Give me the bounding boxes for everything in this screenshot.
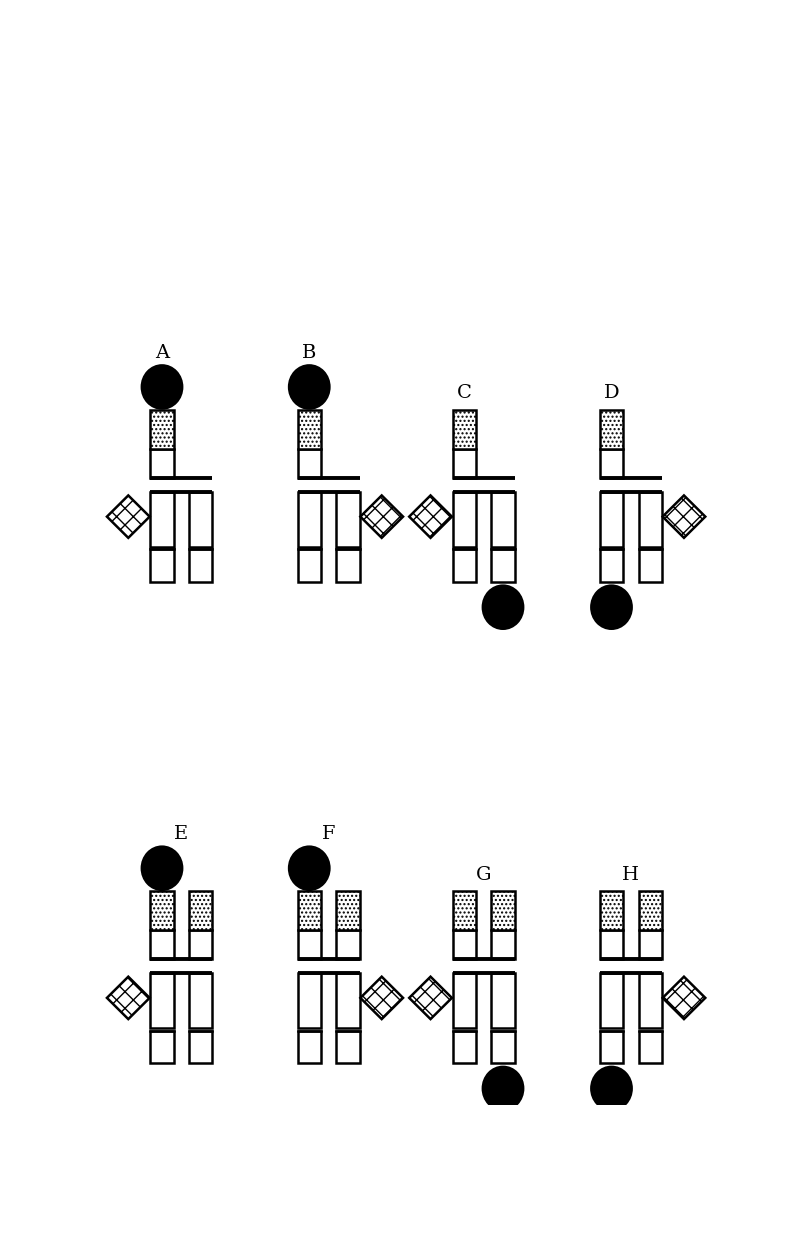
Bar	[638, 492, 662, 548]
Bar	[600, 892, 623, 930]
Bar	[189, 1031, 212, 1063]
Bar	[336, 549, 360, 581]
Bar	[453, 1031, 476, 1063]
Polygon shape	[360, 496, 403, 538]
Ellipse shape	[483, 586, 523, 628]
Bar	[150, 410, 174, 448]
Ellipse shape	[289, 365, 330, 409]
Bar	[298, 930, 321, 959]
Bar	[453, 892, 476, 930]
Bar	[638, 972, 662, 1028]
Bar	[600, 1031, 623, 1063]
Text: E: E	[174, 825, 189, 843]
Bar	[298, 892, 321, 930]
Ellipse shape	[289, 847, 330, 889]
Bar	[298, 972, 321, 1028]
Polygon shape	[409, 496, 452, 538]
Bar	[298, 410, 321, 448]
Bar	[189, 549, 212, 581]
Ellipse shape	[142, 365, 182, 409]
Bar	[491, 892, 514, 930]
Polygon shape	[662, 976, 706, 1020]
Ellipse shape	[142, 847, 182, 889]
Polygon shape	[107, 496, 150, 538]
Bar	[336, 892, 360, 930]
Bar	[453, 892, 476, 930]
Bar	[298, 892, 321, 930]
Bar	[336, 492, 360, 548]
Bar	[336, 930, 360, 959]
Polygon shape	[662, 496, 706, 538]
Ellipse shape	[483, 1067, 523, 1110]
Bar	[600, 410, 623, 448]
Bar	[491, 1031, 514, 1063]
Bar	[150, 930, 174, 959]
Text: A: A	[155, 344, 169, 361]
Bar	[298, 1031, 321, 1063]
Bar	[453, 410, 476, 448]
Bar	[491, 972, 514, 1028]
Ellipse shape	[591, 586, 632, 628]
Bar	[189, 930, 212, 959]
Bar	[491, 930, 514, 959]
Bar	[336, 1031, 360, 1063]
Bar	[189, 892, 212, 930]
Bar	[150, 448, 174, 478]
Bar	[453, 448, 476, 478]
Bar	[150, 892, 174, 930]
Bar	[453, 930, 476, 959]
Bar	[491, 549, 514, 581]
Text: G: G	[476, 866, 491, 883]
Bar	[150, 492, 174, 548]
Bar	[638, 892, 662, 930]
Bar	[150, 972, 174, 1028]
Bar	[189, 972, 212, 1028]
Bar	[298, 448, 321, 478]
Bar	[453, 549, 476, 581]
Bar	[298, 549, 321, 581]
Bar	[150, 410, 174, 448]
Bar	[491, 492, 514, 548]
Text: B: B	[302, 344, 317, 361]
Bar	[600, 549, 623, 581]
Bar	[298, 492, 321, 548]
Bar	[453, 972, 476, 1028]
Text: D: D	[604, 384, 619, 402]
Bar	[600, 930, 623, 959]
Bar	[298, 410, 321, 448]
Polygon shape	[360, 976, 403, 1020]
Bar	[336, 892, 360, 930]
Bar	[189, 492, 212, 548]
Bar	[150, 892, 174, 930]
Ellipse shape	[591, 1067, 632, 1110]
Bar	[638, 549, 662, 581]
Polygon shape	[107, 976, 150, 1020]
Bar	[150, 1031, 174, 1063]
Bar	[189, 892, 212, 930]
Bar	[336, 972, 360, 1028]
Bar	[600, 448, 623, 478]
Bar	[600, 972, 623, 1028]
Bar	[453, 410, 476, 448]
Bar	[600, 892, 623, 930]
Bar	[453, 492, 476, 548]
Text: H: H	[622, 866, 639, 883]
Polygon shape	[409, 976, 452, 1020]
Text: F: F	[322, 825, 335, 843]
Bar	[600, 492, 623, 548]
Bar	[638, 1031, 662, 1063]
Bar	[638, 892, 662, 930]
Bar	[638, 930, 662, 959]
Bar	[600, 410, 623, 448]
Bar	[150, 549, 174, 581]
Text: C: C	[457, 384, 472, 402]
Bar	[491, 892, 514, 930]
